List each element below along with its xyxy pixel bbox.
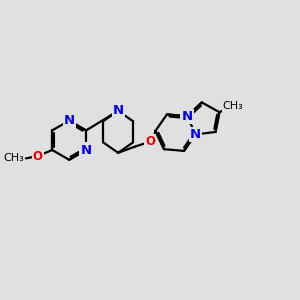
Text: O: O <box>33 150 43 163</box>
Text: N: N <box>64 114 75 127</box>
Text: CH₃: CH₃ <box>222 101 243 111</box>
Text: N: N <box>182 110 193 123</box>
Text: N: N <box>112 104 124 117</box>
Text: O: O <box>145 135 155 148</box>
Text: N: N <box>81 143 92 157</box>
Text: N: N <box>190 128 201 141</box>
Text: CH₃: CH₃ <box>3 153 24 164</box>
